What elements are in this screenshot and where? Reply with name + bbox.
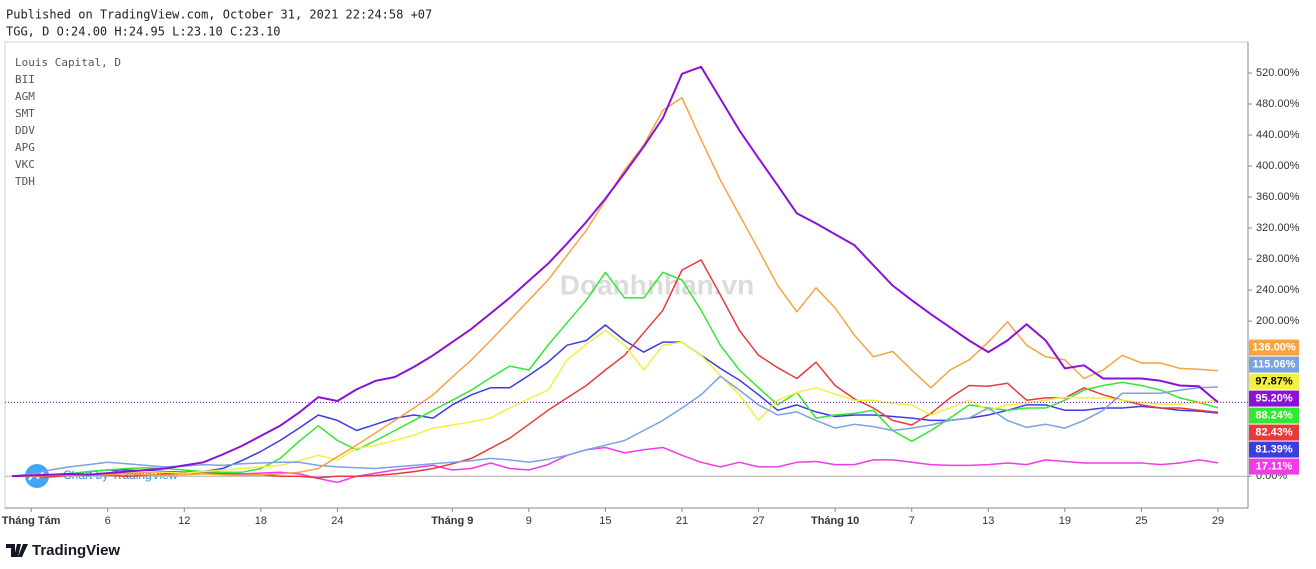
y-tick-label: 440.00% <box>1256 129 1300 141</box>
last-value-label: 136.00% <box>1252 341 1296 353</box>
last-value-label: 97.87% <box>1255 375 1293 387</box>
last-value-label: 88.24% <box>1255 409 1293 421</box>
brand-name: TradingView <box>32 542 120 559</box>
series-line <box>11 65 1219 478</box>
last-value-badge <box>1249 339 1299 356</box>
last-value-badge <box>1249 373 1299 390</box>
watermark: Doanhnhan.vn <box>560 269 754 300</box>
y-tick-label: 520.00% <box>1256 67 1300 79</box>
legend-entry: VKC <box>15 158 35 171</box>
legend-entry: APG <box>15 141 35 154</box>
x-tick-label: 9 <box>526 515 532 527</box>
x-tick-label: 13 <box>982 515 994 527</box>
legend-entry: DDV <box>15 124 35 137</box>
symbol-info: TGG, D O:24.00 H:24.95 L:23.10 C:23.10 <box>6 25 281 39</box>
y-tick-label: 360.00% <box>1256 191 1300 203</box>
y-tick-label: 320.00% <box>1256 222 1300 234</box>
x-tick-label: Tháng Tám <box>2 515 61 527</box>
legend-entry: SMT <box>15 107 35 120</box>
last-value-label: 115.06% <box>1253 358 1296 370</box>
x-tick-label: 25 <box>1135 515 1147 527</box>
x-tick-label: 29 <box>1212 515 1224 527</box>
legend-entry: BII <box>15 73 35 86</box>
last-value-label: 81.39% <box>1255 443 1293 455</box>
y-tick-label: 200.00% <box>1256 315 1300 327</box>
series-line <box>11 375 1219 477</box>
x-tick-label: Tháng 10 <box>811 515 859 527</box>
x-tick-label: 18 <box>255 515 267 527</box>
last-value-badge <box>1249 441 1299 458</box>
legend-entry: AGM <box>15 90 35 103</box>
y-tick-label: 240.00% <box>1256 284 1300 296</box>
brand-logo <box>6 544 28 557</box>
legend-entry: TDH <box>15 175 35 188</box>
last-value-badge <box>1249 407 1299 424</box>
legend-entry: Louis Capital, D <box>15 56 121 69</box>
x-tick-label: 6 <box>105 515 111 527</box>
x-tick-label: 7 <box>909 515 915 527</box>
published-note: Published on TradingView.com, October 31… <box>6 8 432 22</box>
x-tick-label: 21 <box>676 515 688 527</box>
last-value-badge <box>1249 356 1299 373</box>
x-tick-label: 27 <box>752 515 764 527</box>
x-tick-label: 24 <box>331 515 343 527</box>
x-tick-label: 19 <box>1059 515 1071 527</box>
series-line <box>11 271 1219 477</box>
plot: 0.00%200.00%240.00%280.00%320.00%360.00%… <box>2 56 1300 527</box>
x-tick-label: Tháng 9 <box>431 515 473 527</box>
brand: TradingView <box>6 542 120 559</box>
x-tick-label: 12 <box>178 515 190 527</box>
last-value-label: 95.20% <box>1255 392 1293 404</box>
y-tick-label: 480.00% <box>1256 98 1300 110</box>
series-line <box>12 259 1219 479</box>
series-line <box>11 329 1219 477</box>
last-value-badge <box>1249 458 1299 475</box>
last-value-badge <box>1249 424 1299 441</box>
y-tick-label: 280.00% <box>1256 253 1300 265</box>
last-value-label: 17.11% <box>1256 460 1293 472</box>
x-tick-label: 15 <box>599 515 611 527</box>
last-value-badge <box>1249 390 1299 407</box>
last-value-label: 82.43% <box>1255 426 1293 438</box>
y-tick-label: 400.00% <box>1256 160 1300 172</box>
